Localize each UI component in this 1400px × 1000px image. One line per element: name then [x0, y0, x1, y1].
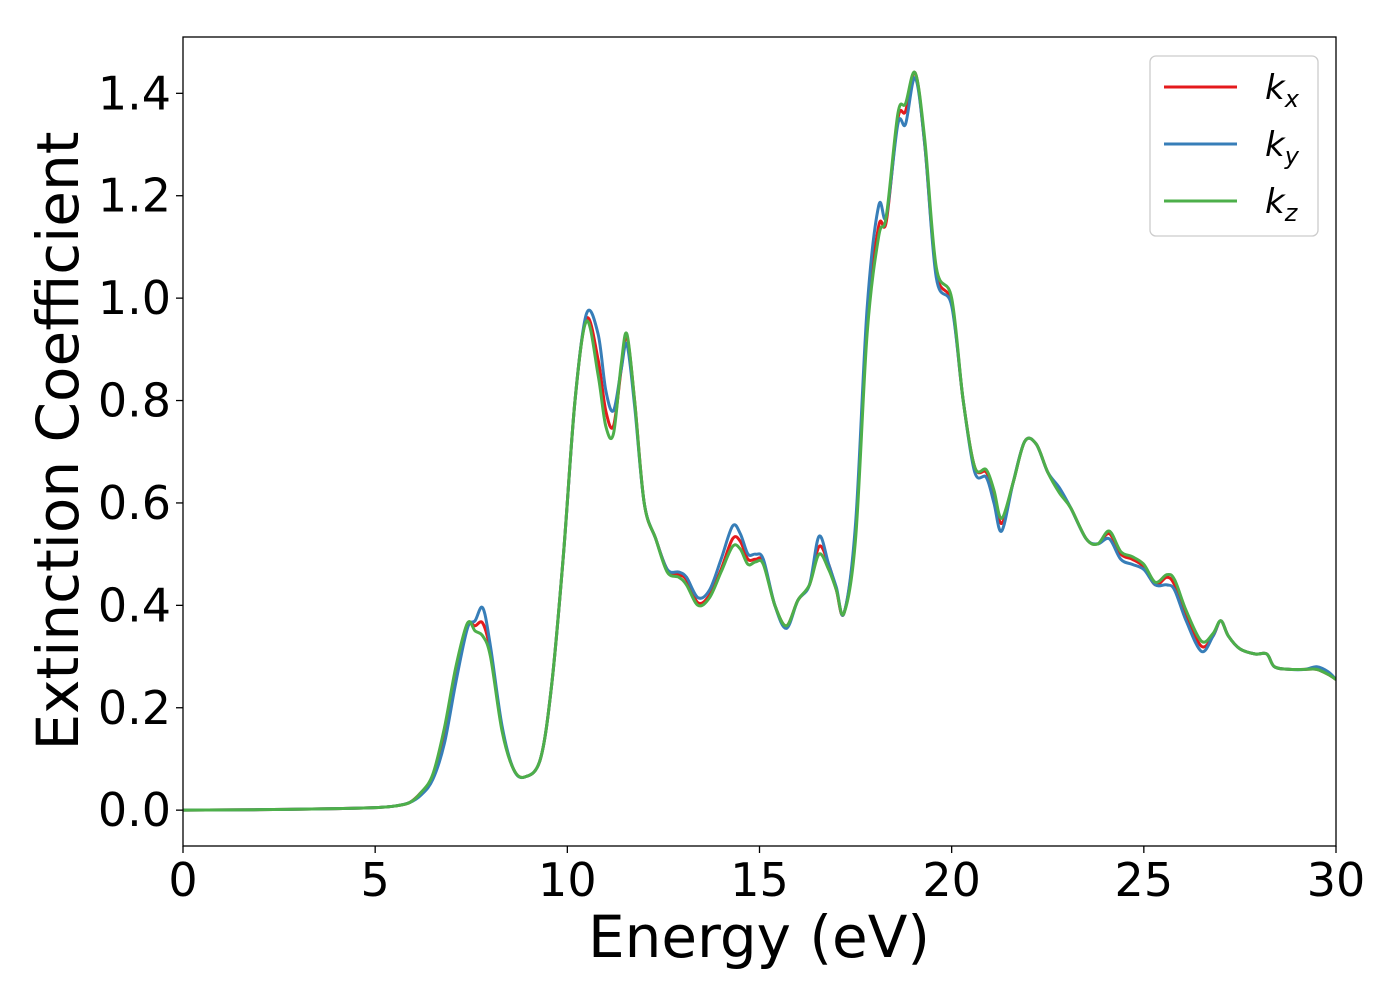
y-tick-label: 1.0: [98, 271, 171, 325]
y-axis: 0.0 0.2 0.4 0.6 0.8 1.0 1.2 1.4: [98, 66, 183, 837]
x-tick-label: 25: [1115, 853, 1174, 907]
y-tick-label: 0.8: [98, 374, 171, 428]
y-tick-label: 0.4: [98, 578, 171, 632]
series-layer: [183, 70, 1336, 812]
x-axis: 0 5 10 15 20 25 30: [168, 846, 1365, 907]
x-tick-label: 20: [922, 853, 981, 907]
x-tick-label: 30: [1307, 853, 1366, 907]
y-tick-label: 0.6: [98, 476, 171, 530]
y-tick-label: 1.2: [98, 169, 171, 223]
legend-label-subscript: x: [1284, 85, 1300, 113]
x-tick-label: 15: [730, 853, 789, 907]
legend-label-main: k: [1265, 125, 1286, 165]
y-tick-label: 0.2: [98, 681, 171, 735]
y-axis-title: Extinction Coefficient: [24, 132, 92, 751]
legend-label-k-x: kx: [1265, 68, 1300, 113]
legend-label-subscript: z: [1284, 199, 1299, 227]
x-axis-title: Energy (eV): [588, 903, 930, 971]
legend-box: [1149, 55, 1319, 237]
y-tick-label: 0.0: [98, 783, 171, 837]
legend-label-k-z: kz: [1265, 182, 1299, 227]
legend-label-subscript: y: [1284, 142, 1300, 170]
y-tick-label: 1.4: [98, 66, 171, 120]
legend-label-main: k: [1265, 182, 1286, 222]
x-tick-label: 5: [361, 853, 390, 907]
x-tick-label: 0: [168, 853, 197, 907]
series-line-k-z: [183, 70, 1336, 812]
legend-label-main: k: [1265, 68, 1286, 108]
x-tick-label: 10: [538, 853, 597, 907]
legend-label-k-y: ky: [1265, 125, 1300, 170]
